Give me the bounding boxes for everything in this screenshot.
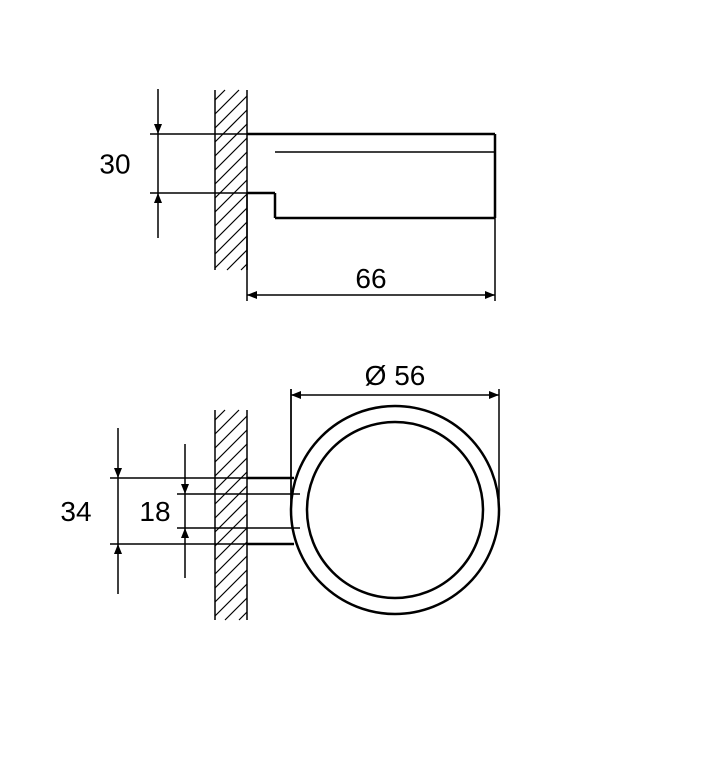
- svg-text:Ø 56: Ø 56: [365, 360, 426, 391]
- svg-text:66: 66: [355, 263, 386, 294]
- svg-text:34: 34: [60, 496, 91, 527]
- svg-text:18: 18: [139, 496, 170, 527]
- svg-text:30: 30: [99, 149, 130, 180]
